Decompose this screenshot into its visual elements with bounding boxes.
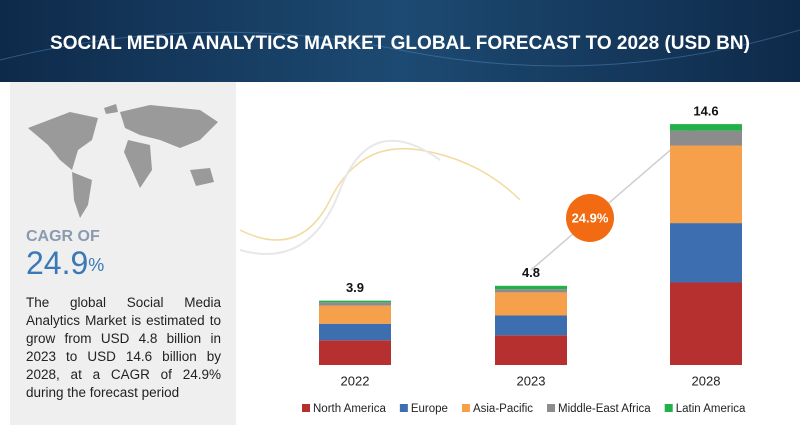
decor-curve bbox=[239, 147, 521, 241]
legend-label: Europe bbox=[411, 403, 448, 415]
bar-segment bbox=[495, 292, 567, 316]
bar-segment bbox=[319, 302, 391, 306]
description: The global Social Media Analytics Market… bbox=[26, 295, 221, 400]
bar-segment bbox=[495, 315, 567, 336]
header-band bbox=[0, 0, 800, 82]
bar-segment bbox=[670, 145, 742, 224]
legend-swatch bbox=[399, 404, 408, 412]
bar-segment bbox=[495, 289, 567, 293]
world-map bbox=[28, 104, 218, 218]
bar-segment bbox=[495, 335, 567, 365]
total-label: 3.9 bbox=[346, 280, 364, 295]
x-tick-label: 2023 bbox=[517, 373, 546, 388]
cagr-value: 24.9% bbox=[26, 245, 104, 281]
x-tick-label: 2022 bbox=[341, 373, 370, 388]
bar-segment bbox=[670, 223, 742, 283]
cagr-bubble bbox=[566, 194, 614, 242]
bar-segment bbox=[670, 282, 742, 365]
bar-segment bbox=[670, 124, 742, 131]
legend-swatch bbox=[664, 404, 673, 412]
legend-swatch bbox=[302, 404, 310, 412]
cagr-unit: % bbox=[88, 255, 104, 275]
decor-curve bbox=[239, 139, 441, 255]
cagr-number: 24.9 bbox=[26, 245, 88, 281]
legend-label: North America bbox=[313, 403, 386, 415]
legend-label: Asia-Pacific bbox=[473, 403, 533, 415]
legend-swatch bbox=[461, 404, 470, 412]
legend-label: Middle-East Africa bbox=[558, 403, 651, 415]
cagr-annotation: 24.9% bbox=[572, 210, 609, 225]
growth-arrow bbox=[530, 127, 697, 271]
chart-title: SOCIAL MEDIA ANALYTICS MARKET GLOBAL FOR… bbox=[50, 33, 750, 54]
x-tick-label: 2028 bbox=[692, 373, 721, 388]
bar-segment bbox=[495, 285, 567, 290]
bar-segment bbox=[319, 340, 391, 365]
bar-segment bbox=[319, 300, 391, 303]
bar-segment bbox=[319, 305, 391, 324]
legend-label: Latin America bbox=[676, 403, 746, 415]
bar-segment bbox=[670, 130, 742, 146]
header-decor bbox=[0, 29, 800, 67]
legend-swatch bbox=[547, 404, 556, 412]
bar-segment bbox=[319, 323, 391, 341]
cagr-label: CAGR OF bbox=[26, 228, 100, 245]
total-label: 14.6 bbox=[693, 104, 718, 119]
total-label: 4.8 bbox=[522, 265, 540, 280]
